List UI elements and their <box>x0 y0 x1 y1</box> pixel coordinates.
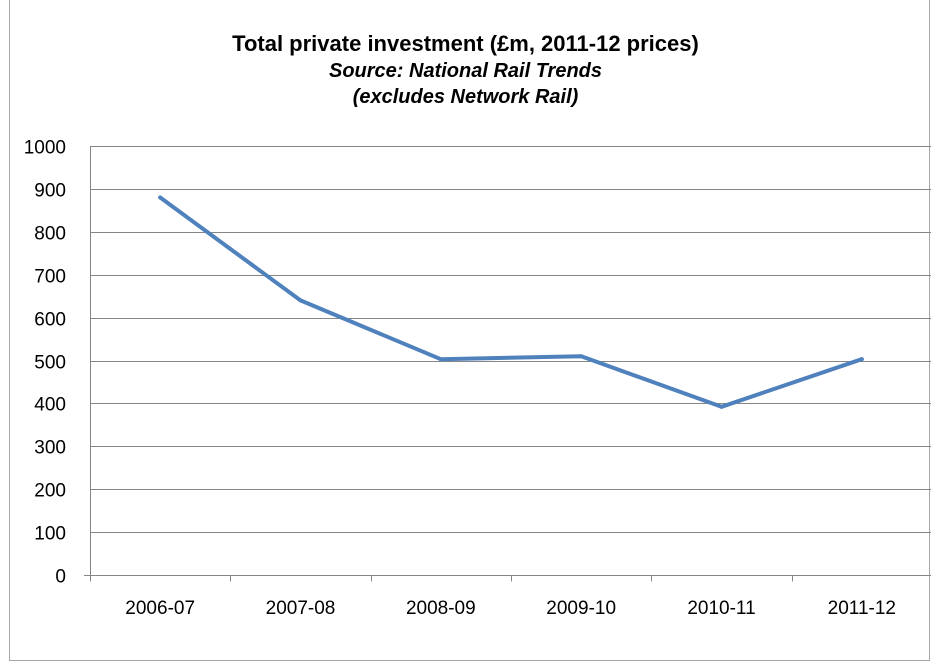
chart-subtitle-line-2: (excludes Network Rail) <box>352 86 579 108</box>
x-tick-label-2010-11: 2010-11 <box>687 598 755 619</box>
data-point-2011-12 <box>859 357 864 362</box>
y-tick-label-900: 900 <box>34 181 66 202</box>
y-tick-label-500: 500 <box>34 353 66 374</box>
y-tick-label-100: 100 <box>34 524 66 545</box>
x-axis-tick-labels: 2006-07 2007-08 2008-09 2009-10 2010-11 2011-… <box>125 598 896 619</box>
x-tick-label-2006-07: 2006-07 <box>125 598 195 619</box>
chart-frame <box>9 0 930 661</box>
x-tick-label-2007-08: 2007-08 <box>266 598 336 619</box>
series-group <box>158 195 864 409</box>
data-point-2009-10 <box>579 354 584 359</box>
series-line-0 <box>158 195 864 409</box>
y-tick-label-1000: 1000 <box>24 138 66 159</box>
data-point-2010-11 <box>719 404 724 409</box>
data-point-2007-08 <box>298 298 303 303</box>
chart-subtitle-line-1: Source: National Rail Trends <box>328 60 603 82</box>
y-tick-label-600: 600 <box>34 310 66 331</box>
gridlines <box>90 146 931 575</box>
data-point-2008-09 <box>438 357 443 362</box>
chart-title-block: Total private investment (£m, 2011-12 pr… <box>0 30 931 110</box>
x-axis <box>84 575 931 582</box>
y-tick-label-400: 400 <box>34 395 66 416</box>
y-tick-label-200: 200 <box>34 481 66 502</box>
x-tick-label-2008-09: 2008-09 <box>406 598 476 619</box>
data-point-2006-07 <box>158 195 163 200</box>
y-tick-label-700: 700 <box>34 267 66 288</box>
y-tick-label-800: 800 <box>34 224 66 245</box>
y-tick-label-300: 300 <box>34 438 66 459</box>
x-tick-label-2011-12: 2011-12 <box>828 598 896 619</box>
chart-title: Total private investment (£m, 2011-12 pr… <box>232 31 699 56</box>
x-tick-label-2009-10: 2009-10 <box>546 598 616 619</box>
y-tick-label-0: 0 <box>55 567 66 588</box>
y-axis-tick-labels: 0 100 200 300 400 500 600 700 800 900 1000 <box>24 138 66 588</box>
